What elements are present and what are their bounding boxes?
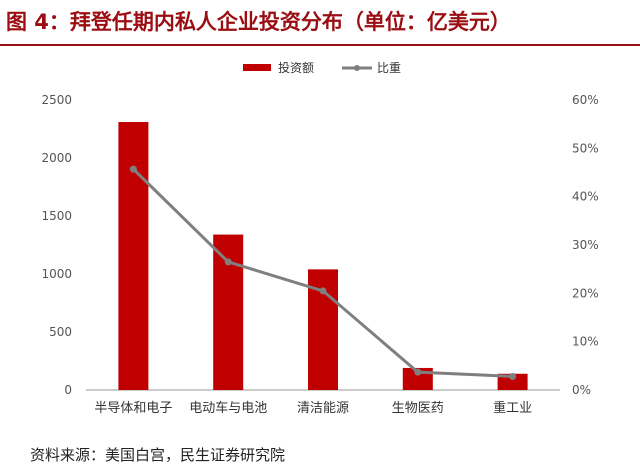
bar — [213, 234, 244, 390]
right-tick-label: 40% — [572, 190, 599, 204]
category-label: 电动车与电池 — [189, 400, 267, 416]
category-label: 清洁能源 — [297, 401, 349, 416]
right-tick-label: 30% — [572, 238, 599, 252]
right-tick-label: 20% — [572, 286, 599, 300]
left-tick-label: 2000 — [41, 151, 72, 165]
left-tick-label: 0 — [64, 383, 72, 397]
share-point — [224, 258, 232, 266]
share-point — [509, 372, 517, 380]
bars — [118, 122, 528, 390]
category-labels: 半导体和电子 电动车与电池 清洁能源 生物医药 重工业 — [94, 400, 532, 416]
right-tick-label: 50% — [572, 141, 599, 155]
left-tick-label: 1000 — [41, 267, 72, 281]
right-tick-label: 10% — [572, 335, 599, 349]
right-axis-ticks: 0% 10% 20% 30% 40% 50% 60% — [572, 93, 599, 397]
line-series — [129, 165, 517, 380]
bar — [118, 122, 149, 390]
share-point — [129, 165, 137, 173]
title-bar: 图 4：拜登任期内私人企业投资分布（单位：亿美元） — [0, 0, 640, 46]
chart-title: 图 4：拜登任期内私人企业投资分布（单位：亿美元） — [6, 10, 511, 34]
bar — [497, 373, 528, 390]
share-point — [319, 287, 327, 295]
legend-swatch-marker — [354, 65, 360, 71]
right-tick-label: 60% — [572, 93, 599, 107]
category-label: 生物医药 — [392, 401, 444, 416]
legend: 投资额 比重 — [243, 60, 401, 75]
left-tick-label: 1500 — [41, 209, 72, 223]
right-tick-label: 0% — [572, 383, 591, 397]
legend-label-line: 比重 — [377, 61, 401, 75]
left-tick-label: 500 — [49, 325, 72, 339]
share-point — [414, 368, 422, 376]
category-label: 半导体和电子 — [94, 401, 172, 416]
category-label: 重工业 — [493, 400, 532, 416]
left-tick-label: 2500 — [41, 93, 72, 107]
legend-label-bar: 投资额 — [278, 60, 314, 75]
legend-swatch-bar — [243, 64, 271, 71]
source-note: 资料来源：美国白宫，民生证券研究院 — [30, 446, 286, 464]
left-axis-ticks: 0 500 1000 1500 2000 2500 — [41, 93, 72, 397]
